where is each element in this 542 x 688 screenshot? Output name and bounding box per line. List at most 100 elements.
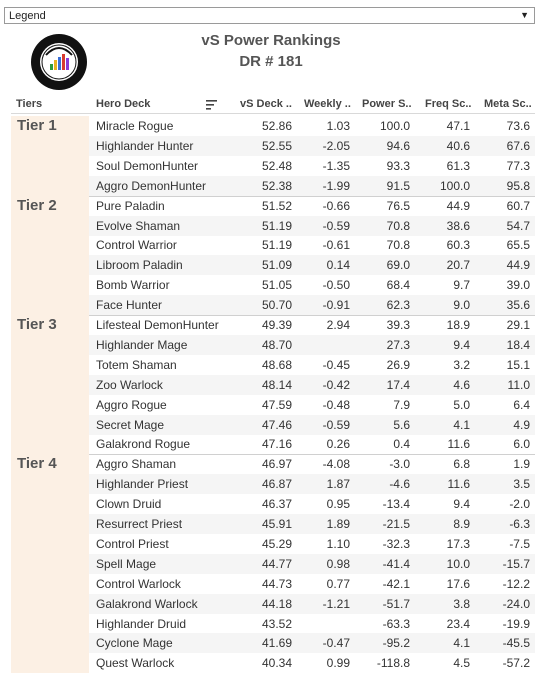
weekly-cell[interactable]: 2.94 [326,318,350,332]
power-score-cell[interactable]: -32.3 [382,536,410,551]
freq-score-cell[interactable]: 40.6 [446,138,470,153]
hero-deck-cell[interactable]: Highlander Druid [96,616,187,631]
power-score-cell[interactable]: 0.4 [393,437,410,452]
meta-score-cell[interactable]: 6.4 [513,397,530,412]
power-score-cell[interactable]: 5.6 [393,417,410,432]
meta-score-cell[interactable]: 65.5 [506,238,530,253]
hero-deck-cell[interactable]: Soul DemonHunter [96,158,199,173]
hero-deck-cell[interactable]: Zoo Warlock [96,377,163,392]
vs-deck-cell[interactable]: 46.87 [261,477,292,492]
vs-deck-cell[interactable]: 51.19 [261,238,292,253]
hero-deck-cell[interactable]: Totem Shaman [96,357,177,372]
freq-score-cell[interactable]: 9.7 [453,278,470,293]
weekly-cell[interactable]: -2.05 [322,138,350,153]
meta-score-cell[interactable]: 60.7 [506,198,530,213]
weekly-cell[interactable]: -0.61 [322,238,350,253]
weekly-cell[interactable]: -0.47 [322,636,350,651]
meta-score-cell[interactable]: 44.9 [506,258,530,273]
meta-score-cell[interactable]: 35.6 [506,298,530,313]
vs-deck-cell[interactable]: 44.18 [261,596,292,611]
freq-score-cell[interactable]: 8.9 [453,517,470,531]
power-score-cell[interactable]: -4.6 [389,477,410,492]
header-weekly[interactable]: Weekly .. [304,98,351,110]
sort-icon[interactable] [206,100,217,110]
power-score-cell[interactable]: 62.3 [386,298,410,313]
vs-deck-cell[interactable]: 48.70 [261,337,292,352]
vs-deck-cell[interactable]: 49.39 [261,318,292,332]
freq-score-cell[interactable]: 6.8 [453,457,470,472]
weekly-cell[interactable]: -0.45 [322,357,350,372]
freq-score-cell[interactable]: 4.1 [453,636,470,651]
hero-deck-cell[interactable]: Lifesteal DemonHunter [96,318,219,332]
freq-score-cell[interactable]: 47.1 [446,119,470,133]
weekly-cell[interactable]: -0.48 [322,397,350,412]
power-score-cell[interactable]: -13.4 [382,497,410,512]
hero-deck-cell[interactable]: Aggro Rogue [96,397,167,412]
freq-score-cell[interactable]: 100.0 [439,178,470,193]
vs-deck-cell[interactable]: 52.38 [261,178,292,193]
weekly-cell[interactable]: -0.91 [322,298,350,313]
hero-deck-cell[interactable]: Quest Warlock [96,656,175,671]
weekly-cell[interactable]: 0.98 [326,556,350,571]
vs-deck-cell[interactable]: 52.48 [261,158,292,173]
weekly-cell[interactable]: -1.99 [322,178,350,193]
meta-score-cell[interactable]: 6.0 [513,437,530,452]
hero-deck-cell[interactable]: Clown Druid [96,497,162,512]
meta-score-cell[interactable]: 39.0 [506,278,530,293]
weekly-cell[interactable]: 0.26 [326,437,350,452]
vs-deck-cell[interactable]: 51.09 [261,258,292,273]
weekly-cell[interactable]: 0.14 [326,258,350,273]
vs-deck-cell[interactable]: 43.52 [261,616,292,631]
hero-deck-cell[interactable]: Control Priest [96,536,169,551]
vs-deck-cell[interactable]: 47.46 [261,417,292,432]
header-hero-deck[interactable]: Hero Deck [96,98,151,110]
freq-score-cell[interactable]: 60.3 [446,238,470,253]
freq-score-cell[interactable]: 10.0 [446,556,470,571]
power-score-cell[interactable]: 39.3 [386,318,410,332]
power-score-cell[interactable]: 69.0 [386,258,410,273]
meta-score-cell[interactable]: 54.7 [506,218,530,233]
hero-deck-cell[interactable]: Pure Paladin [96,198,165,213]
power-score-cell[interactable]: -118.8 [376,656,410,671]
hero-deck-cell[interactable]: Highlander Mage [96,337,188,352]
hero-deck-cell[interactable]: Spell Mage [96,556,157,571]
weekly-cell[interactable]: -0.59 [322,417,350,432]
weekly-cell[interactable]: -0.59 [322,218,350,233]
freq-score-cell[interactable]: 17.3 [446,536,470,551]
freq-score-cell[interactable]: 3.2 [453,357,470,372]
vs-deck-cell[interactable]: 47.16 [261,437,292,452]
meta-score-cell[interactable]: 1.9 [513,457,530,472]
power-score-cell[interactable]: 68.4 [386,278,410,293]
freq-score-cell[interactable]: 9.0 [453,298,470,313]
hero-deck-cell[interactable]: Resurrect Priest [96,517,183,531]
meta-score-cell[interactable]: 95.8 [506,178,530,193]
meta-score-cell[interactable]: -57.2 [502,656,530,671]
meta-score-cell[interactable]: 3.5 [513,477,530,492]
vs-deck-cell[interactable]: 41.69 [261,636,292,651]
vs-deck-cell[interactable]: 44.73 [261,576,292,591]
weekly-cell[interactable]: -0.42 [322,377,350,392]
freq-score-cell[interactable]: 23.4 [446,616,470,631]
power-score-cell[interactable]: -42.1 [382,576,410,591]
meta-score-cell[interactable]: -6.3 [509,517,530,531]
hero-deck-cell[interactable]: Bomb Warrior [96,278,170,293]
meta-score-cell[interactable]: 77.3 [506,158,530,173]
hero-deck-cell[interactable]: Control Warlock [96,576,181,591]
power-score-cell[interactable]: 100.0 [379,119,410,133]
hero-deck-cell[interactable]: Miracle Rogue [96,119,174,133]
freq-score-cell[interactable]: 11.6 [447,477,470,492]
meta-score-cell[interactable]: 4.9 [513,417,530,432]
freq-score-cell[interactable]: 4.5 [453,656,470,671]
freq-score-cell[interactable]: 20.7 [446,258,470,273]
weekly-cell[interactable]: 1.87 [326,477,350,492]
power-score-cell[interactable]: 94.6 [386,138,410,153]
hero-deck-cell[interactable]: Aggro DemonHunter [96,178,207,193]
vs-deck-cell[interactable]: 51.05 [261,278,292,293]
weekly-cell[interactable]: 1.89 [326,517,350,531]
weekly-cell[interactable] [296,335,350,355]
vs-deck-cell[interactable]: 52.55 [261,138,292,153]
legend-dropdown[interactable]: Legend ▼ [4,7,535,24]
power-score-cell[interactable]: 93.3 [386,158,410,173]
header-meta-score[interactable]: Meta Sc.. [484,98,532,110]
hero-deck-cell[interactable]: Galakrond Rogue [96,437,191,452]
